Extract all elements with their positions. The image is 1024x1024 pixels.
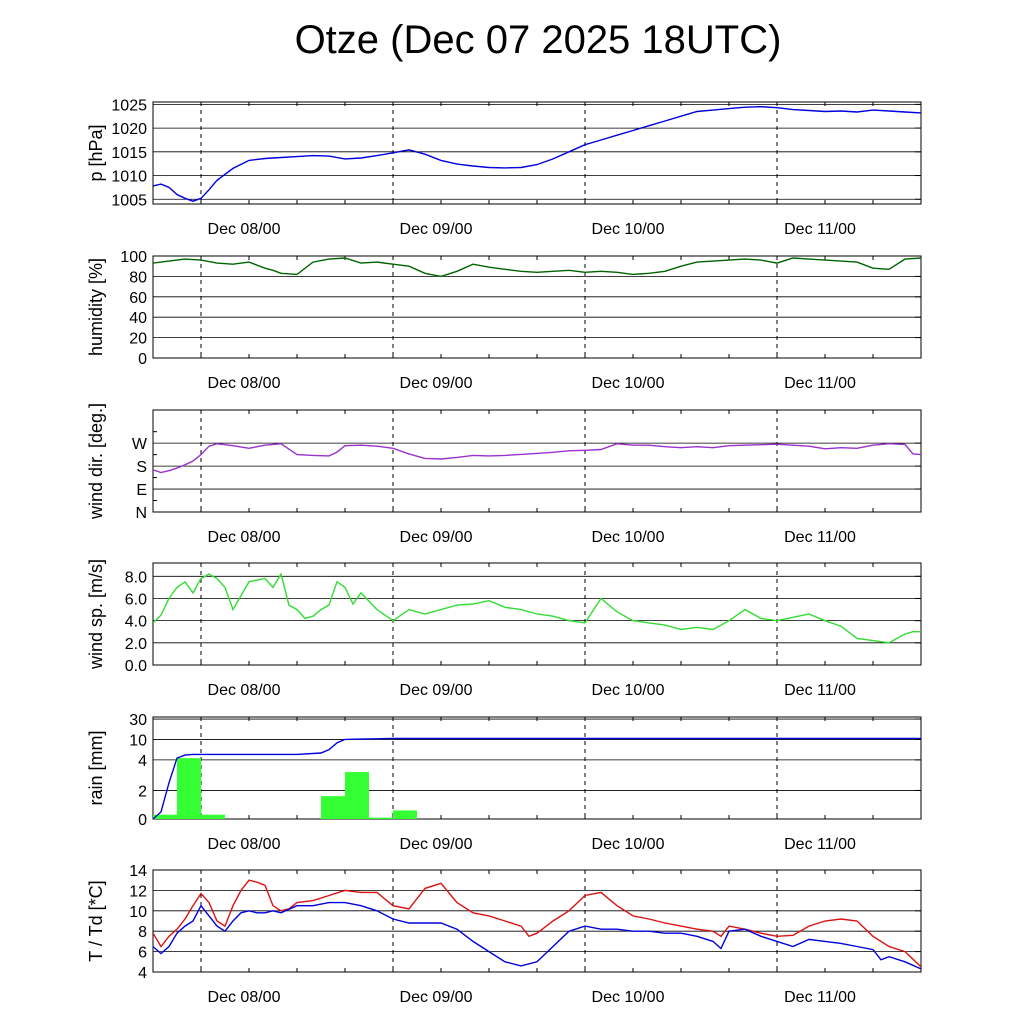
ytick-label-temperature: 4 (138, 965, 147, 982)
xtick-label-wind_speed: Dec 11/00 (784, 682, 856, 699)
ytick-label-humidity: 0 (138, 351, 147, 368)
series-line-wind_direction (153, 442, 921, 474)
ytick-label-pressure: 1005 (111, 192, 147, 209)
series-line-rain-cumulative (153, 737, 921, 819)
ytick-label-humidity: 20 (129, 331, 147, 348)
panel-frame-pressure (152, 101, 922, 205)
ylabel-wind_direction: wind dir. [deg.] (86, 403, 106, 520)
rain-bar (345, 772, 369, 819)
xtick-label-rain: Dec 09/00 (400, 836, 473, 853)
series-line-temperature-Td (153, 901, 921, 970)
xtick-label-wind_direction: Dec 11/00 (784, 529, 856, 546)
panel-frame-temperature (152, 869, 922, 973)
chart-title: Otze (Dec 07 2025 18UTC) (294, 18, 782, 62)
xtick-label-pressure: Dec 09/00 (400, 221, 473, 238)
ytick-label-rain: 4 (138, 753, 147, 770)
xtick-label-humidity: Dec 11/00 (784, 375, 856, 392)
series-line-humidity (153, 257, 921, 278)
xtick-label-wind_speed: Dec 09/00 (400, 682, 473, 699)
xtick-label-wind_speed: Dec 10/00 (592, 682, 665, 699)
ytick-label-pressure: 1015 (111, 145, 147, 162)
rain-bar (321, 796, 345, 819)
xtick-label-humidity: Dec 08/00 (208, 375, 281, 392)
xtick-label-wind_direction: Dec 09/00 (400, 529, 473, 546)
ytick-label-humidity: 60 (129, 290, 147, 307)
ytick-label-wind_speed: 6.0 (125, 591, 147, 608)
ytick-label-wind_speed: 4.0 (125, 614, 147, 631)
panel-frame-wind_direction (152, 409, 922, 513)
xtick-label-temperature: Dec 11/00 (784, 989, 856, 1006)
ylabel-pressure: p [hPa] (86, 124, 106, 181)
xtick-label-temperature: Dec 09/00 (400, 989, 473, 1006)
rain-bar (369, 817, 393, 819)
series-line-pressure (153, 105, 921, 202)
ytick-label-humidity: 40 (129, 310, 147, 327)
ytick-label-wind_direction: N (135, 505, 147, 522)
xtick-label-rain: Dec 11/00 (784, 836, 856, 853)
ytick-label-rain: 10 (129, 732, 147, 749)
series-line-temperature-T (153, 879, 921, 968)
rain-bar (177, 758, 201, 819)
ytick-label-temperature: 14 (129, 863, 147, 880)
xtick-label-wind_direction: Dec 10/00 (592, 529, 665, 546)
ytick-label-pressure: 1020 (111, 121, 147, 138)
ytick-label-temperature: 6 (138, 945, 147, 962)
ytick-label-temperature: 8 (138, 924, 147, 941)
xtick-label-pressure: Dec 08/00 (208, 221, 281, 238)
ytick-label-humidity: 100 (120, 249, 147, 266)
ytick-label-humidity: 80 (129, 269, 147, 286)
ytick-label-rain: 0 (138, 812, 147, 829)
xtick-label-rain: Dec 10/00 (592, 836, 665, 853)
xtick-label-wind_speed: Dec 08/00 (208, 682, 281, 699)
xtick-label-humidity: Dec 10/00 (592, 375, 665, 392)
rain-bar (201, 814, 225, 819)
panel-frame-humidity (152, 255, 922, 359)
ytick-label-rain: 30 (129, 712, 147, 729)
ytick-label-temperature: 10 (129, 904, 147, 921)
rain-bar (393, 810, 417, 819)
ylabel-wind_speed: wind sp. [m/s] (86, 559, 106, 670)
ytick-label-wind_direction: E (136, 482, 147, 499)
ytick-label-pressure: 1025 (111, 97, 147, 114)
panel-frame-rain (152, 716, 922, 820)
rain-bar (153, 814, 177, 819)
xtick-label-wind_direction: Dec 08/00 (208, 529, 281, 546)
ytick-label-rain: 2 (138, 783, 147, 800)
ytick-label-pressure: 1010 (111, 169, 147, 186)
xtick-label-temperature: Dec 08/00 (208, 989, 281, 1006)
ylabel-temperature: T / Td [*C] (86, 880, 106, 961)
ytick-label-wind_direction: W (132, 436, 148, 453)
ytick-label-temperature: 12 (129, 883, 147, 900)
series-line-wind_speed (153, 572, 921, 644)
xtick-label-rain: Dec 08/00 (208, 836, 281, 853)
xtick-label-humidity: Dec 09/00 (400, 375, 473, 392)
xtick-label-pressure: Dec 10/00 (592, 221, 665, 238)
ytick-label-wind_direction: S (136, 459, 147, 476)
ytick-label-wind_speed: 2.0 (125, 636, 147, 653)
xtick-label-temperature: Dec 10/00 (592, 989, 665, 1006)
ylabel-rain: rain [mm] (86, 730, 106, 805)
ylabel-humidity: humidity [%] (86, 258, 106, 356)
ytick-label-wind_speed: 0.0 (125, 658, 147, 675)
ytick-label-wind_speed: 8.0 (125, 569, 147, 586)
xtick-label-pressure: Dec 11/00 (784, 221, 856, 238)
